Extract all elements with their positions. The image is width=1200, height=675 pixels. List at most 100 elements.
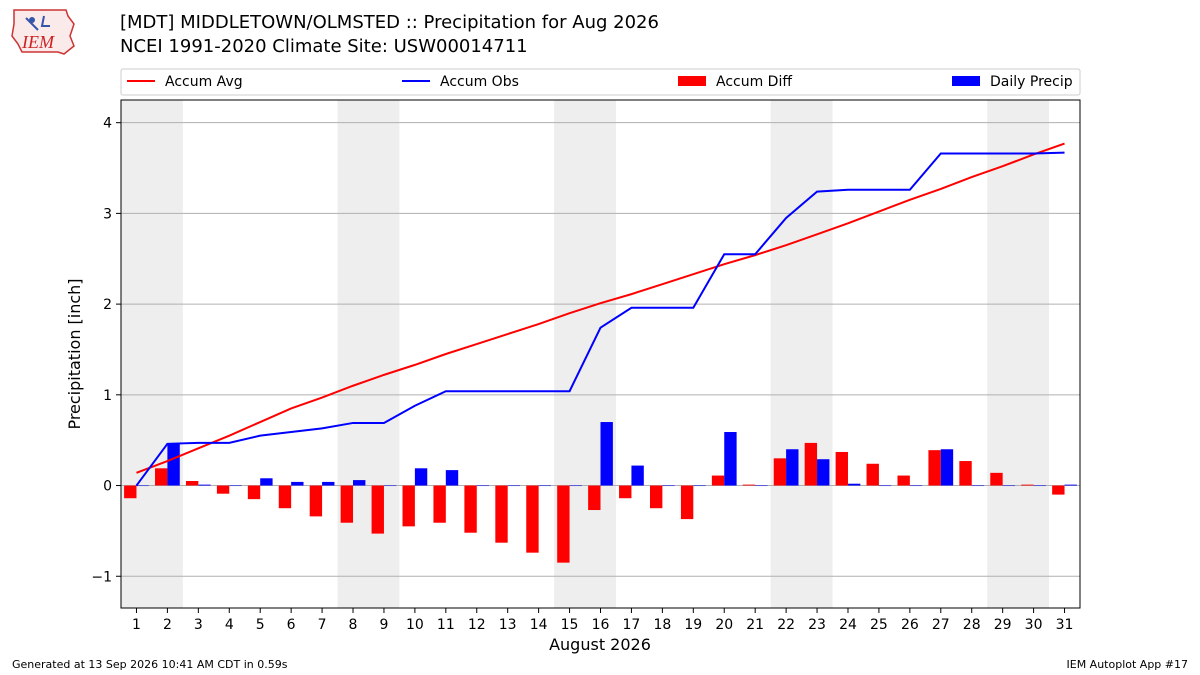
legend-frame bbox=[120, 68, 1081, 96]
daily-precip-bar bbox=[940, 449, 954, 486]
accum-diff-bar bbox=[804, 442, 818, 486]
accum-diff-bar bbox=[526, 485, 539, 553]
x-tick-label: 29 bbox=[994, 617, 1012, 633]
y-tick-label: 2 bbox=[103, 297, 112, 313]
x-tick-label: 4 bbox=[225, 617, 234, 633]
accum-diff-bar bbox=[928, 450, 941, 486]
daily-precip-bar bbox=[817, 459, 830, 486]
daily-precip-bar bbox=[786, 449, 799, 486]
daily-precip-bar bbox=[476, 485, 490, 487]
daily-precip-bar bbox=[322, 481, 335, 486]
accum-diff-bar bbox=[402, 485, 415, 527]
iem-logo: IEM bbox=[8, 6, 80, 58]
legend: Accum Avg Accum Obs Accum Diff Daily Precip bbox=[120, 68, 1081, 96]
accum-diff-bar bbox=[990, 472, 1003, 486]
y-tick-label: 4 bbox=[103, 116, 112, 132]
x-tick-label: 23 bbox=[808, 617, 826, 633]
chart-subtitle: NCEI 1991-2020 Climate Site: USW00014711 bbox=[120, 36, 528, 57]
daily-precip-bar bbox=[847, 483, 861, 486]
accum-obs-line bbox=[135, 151, 1065, 487]
x-tick-label: 26 bbox=[901, 617, 919, 633]
accum-diff-bar bbox=[959, 461, 972, 486]
x-tick-label: 16 bbox=[592, 617, 610, 633]
weekend-shading bbox=[121, 100, 1050, 608]
accum-diff-bar bbox=[711, 475, 725, 486]
x-tick-label: 5 bbox=[256, 617, 265, 633]
legend-label: Daily Precip bbox=[990, 74, 1073, 90]
daily-precip-bar bbox=[136, 485, 149, 487]
daily-precip-bar bbox=[1064, 484, 1077, 486]
svg-text:IEM: IEM bbox=[21, 32, 55, 52]
x-tick-label: 7 bbox=[318, 617, 327, 633]
x-tick-label: 1 bbox=[132, 617, 141, 633]
legend-swatch bbox=[678, 76, 706, 86]
daily-precip-bar bbox=[260, 478, 273, 486]
accum-diff-bar bbox=[588, 485, 601, 511]
daily-precip-bar bbox=[538, 485, 552, 487]
accum-diff-bar bbox=[371, 485, 384, 534]
accum-diff-bar bbox=[247, 485, 261, 500]
accum-diff-bar bbox=[155, 468, 168, 486]
x-tick-label: 10 bbox=[406, 617, 424, 633]
x-tick-label: 8 bbox=[349, 617, 358, 633]
daily-precip-bar bbox=[353, 480, 366, 486]
y-axis-label: Precipitation [inch] bbox=[65, 278, 84, 429]
daily-precip-bar bbox=[414, 468, 428, 486]
accum-diff-bar bbox=[309, 485, 323, 517]
accum-diff-bar bbox=[619, 485, 632, 499]
weekend-shade bbox=[770, 100, 833, 608]
x-axis-ticks: 1 2 3 4 5 6 7 8 9 10 11 12 13 14 15 16 17 18 19 20 21 22 23 24 2… bbox=[132, 608, 1073, 633]
x-tick-label: 21 bbox=[746, 617, 764, 633]
generated-timestamp: Generated at 13 Sep 2026 10:41 AM CDT in… bbox=[12, 658, 288, 671]
daily-precip-bar bbox=[569, 485, 582, 487]
daily-precip-bar bbox=[909, 485, 923, 487]
daily-precip-bar bbox=[229, 485, 242, 487]
accum-diff-bar bbox=[897, 475, 910, 486]
x-tick-label: 20 bbox=[715, 617, 733, 633]
accum-diff-bar bbox=[557, 485, 570, 563]
daily-precip-bar bbox=[755, 485, 768, 487]
weekend-shade bbox=[987, 100, 1050, 608]
accum-diff-bar bbox=[185, 481, 199, 486]
accum-diff-bar bbox=[495, 485, 508, 543]
daily-precip-bar bbox=[631, 465, 644, 486]
x-tick-label: 17 bbox=[623, 617, 641, 633]
chart-title: [MDT] MIDDLETOWN/OLMSTED :: Precipitatio… bbox=[120, 12, 659, 33]
y-tick-label: −1 bbox=[91, 569, 112, 585]
daily-precip-bar bbox=[167, 443, 180, 486]
x-tick-label: 14 bbox=[530, 617, 548, 633]
x-tick-label: 25 bbox=[870, 617, 888, 633]
daily-precip-bar bbox=[693, 485, 706, 487]
x-tick-label: 13 bbox=[499, 617, 517, 633]
weekend-shade bbox=[121, 100, 183, 608]
accum-diff-bar bbox=[835, 451, 848, 486]
accum-avg-line bbox=[136, 142, 1065, 474]
accum-diff-bar bbox=[866, 463, 879, 486]
x-tick-label: 22 bbox=[777, 617, 795, 633]
daily-precip-bar bbox=[445, 470, 459, 486]
daily-precip-bar bbox=[878, 485, 892, 487]
daily-precip-bar bbox=[1033, 485, 1046, 487]
x-tick-label: 3 bbox=[194, 617, 203, 633]
legend-label: Accum Diff bbox=[716, 74, 792, 90]
legend-label: Accum Avg bbox=[165, 74, 243, 90]
daily-precip-bar bbox=[198, 484, 211, 486]
daily-precip-bar bbox=[662, 485, 675, 487]
accum-diff-bar bbox=[649, 485, 663, 509]
legend-label: Accum Obs bbox=[440, 74, 519, 90]
accum-diff-bar bbox=[1021, 484, 1034, 486]
y-tick-label: 3 bbox=[103, 206, 112, 222]
accum-diff-bar bbox=[278, 485, 292, 509]
bars bbox=[124, 422, 1077, 563]
x-tick-label: 28 bbox=[963, 617, 981, 633]
app-label: IEM Autoplot App #17 bbox=[1066, 658, 1189, 671]
accum-diff-bar bbox=[340, 485, 354, 523]
daily-precip-bar bbox=[971, 485, 985, 487]
x-tick-label: 6 bbox=[287, 617, 296, 633]
x-tick-label: 11 bbox=[437, 617, 455, 633]
daily-precip-bar bbox=[291, 481, 304, 486]
y-tick-label: 0 bbox=[103, 479, 112, 495]
lines bbox=[135, 142, 1065, 487]
y-tick-label: 1 bbox=[103, 388, 112, 404]
